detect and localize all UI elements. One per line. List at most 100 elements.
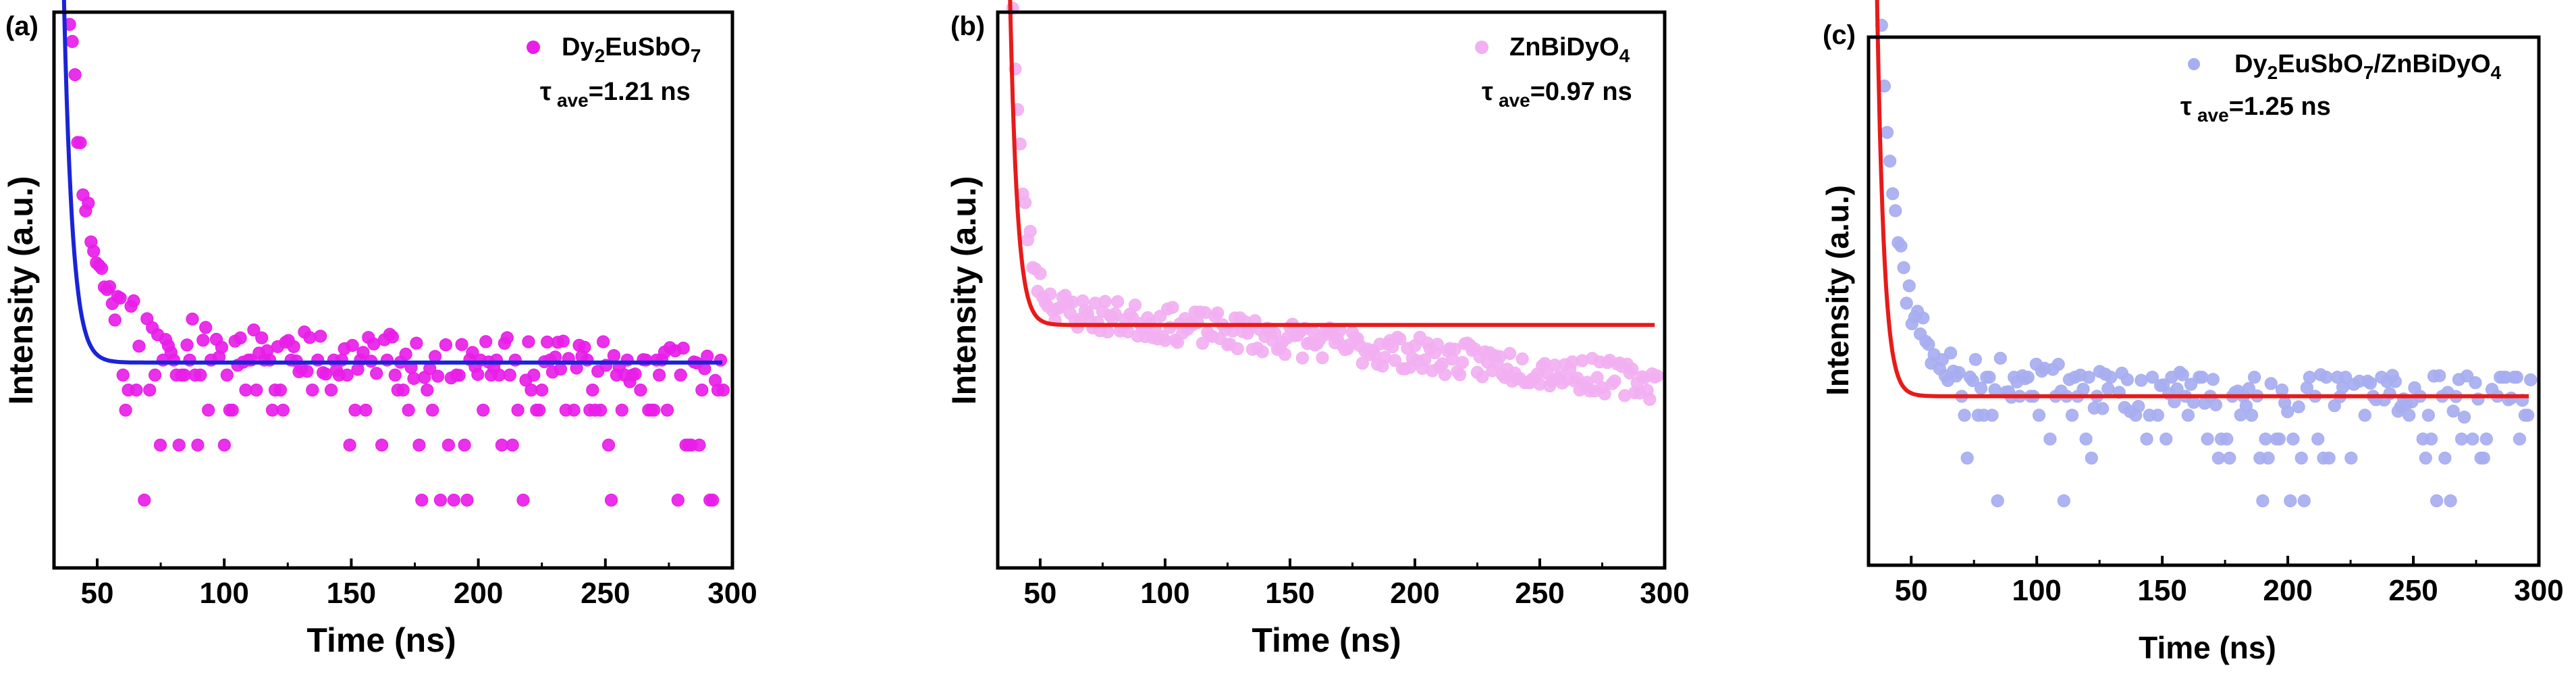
data-point: [479, 335, 493, 348]
data-point: [1958, 409, 1971, 422]
data-point: [65, 34, 79, 49]
data-point: [460, 493, 474, 507]
data-point: [2206, 373, 2220, 386]
data-point: [716, 383, 730, 397]
data-point: [2403, 409, 2416, 422]
data-point: [172, 438, 186, 452]
data-point: [2430, 494, 2444, 508]
data-point: [1993, 351, 2007, 365]
legend-label: Dy2EuSbO7/ZnBiDyO4: [2234, 50, 2502, 83]
data-point: [2051, 357, 2065, 371]
legend-marker: [1475, 41, 1488, 54]
data-point: [2248, 370, 2261, 384]
data-point: [346, 338, 359, 353]
data-point: [2245, 409, 2259, 422]
data-point: [412, 438, 426, 452]
data-point: [527, 368, 541, 382]
data-point: [2344, 451, 2358, 465]
data-point: [2101, 382, 2115, 396]
data-point: [516, 493, 530, 507]
data-point: [1210, 306, 1225, 319]
data-point: [1598, 387, 1611, 400]
data-point: [1900, 296, 1913, 310]
data-point: [634, 383, 647, 397]
data-point: [2311, 432, 2325, 446]
data-point: [2181, 409, 2195, 422]
data-point: [2446, 405, 2460, 418]
panel-a: (a) Intensity (a.u.) Time (ns) 50 100 150 2…: [2, 0, 757, 659]
data-point: [149, 368, 162, 382]
data-point: [191, 438, 205, 452]
data-point: [1430, 338, 1444, 351]
x-tick-label: 100: [2012, 574, 2061, 607]
data-point: [2521, 409, 2535, 422]
data-point: [522, 335, 535, 348]
data-point: [396, 383, 410, 397]
fit-curve: [1875, 0, 2529, 398]
data-point: [2424, 432, 2438, 446]
data-point: [402, 403, 415, 417]
data-point: [2513, 432, 2526, 446]
data-point: [1626, 362, 1639, 376]
data-point: [108, 313, 122, 327]
legend: Dy2EuSbO7 τ ave=1.21 ns: [527, 33, 701, 111]
data-point: [388, 368, 402, 382]
data-point: [1608, 374, 1621, 388]
data-point: [1988, 383, 2002, 396]
data-point: [1256, 345, 1269, 359]
y-axis-title: Intensity (a.u.): [2, 176, 40, 405]
x-tick-label: 150: [1265, 577, 1314, 610]
data-point: [2176, 368, 2189, 382]
data-point: [604, 493, 618, 507]
x-tick-label: 200: [1390, 577, 1439, 610]
data-point: [132, 339, 146, 353]
data-point: [119, 403, 132, 417]
data-point: [2259, 432, 2272, 446]
data-point: [1453, 368, 1467, 382]
data-point: [1388, 354, 1401, 367]
data-point: [2211, 451, 2225, 465]
data-point: [701, 349, 714, 363]
data-point: [2454, 432, 2469, 446]
data-point: [2256, 494, 2270, 508]
data-point: [1268, 327, 1282, 340]
data-point: [103, 280, 116, 293]
data-point: [1023, 225, 1037, 238]
data-point: [2363, 376, 2377, 390]
data-point: [186, 312, 199, 326]
data-point: [359, 403, 373, 417]
x-tick-label: 250: [581, 577, 630, 610]
legend: Dy2EuSbO7/ZnBiDyO4 τ ave=1.25 ns: [2180, 50, 2502, 126]
data-point: [458, 438, 471, 452]
data-point: [431, 369, 445, 383]
data-point: [511, 403, 525, 417]
data-point: [1019, 196, 1032, 209]
data-point: [1515, 352, 1529, 366]
data-point: [2477, 451, 2490, 465]
data-point: [1886, 187, 1900, 201]
x-tick-label: 250: [2388, 574, 2438, 607]
data-point: [2339, 370, 2353, 384]
data-point: [705, 493, 720, 507]
data-point: [1034, 267, 1047, 280]
data-point: [276, 403, 290, 417]
data-point: [2419, 451, 2432, 465]
data-point: [1108, 307, 1122, 321]
data-point: [2132, 400, 2145, 413]
data-point: [2104, 370, 2118, 384]
legend: ZnBiDyO4 τ ave=0.97 ns: [1475, 33, 1632, 111]
data-point: [1968, 353, 1982, 366]
data-point: [2433, 369, 2446, 382]
data-point: [273, 383, 287, 397]
data-point: [143, 383, 157, 397]
x-tick-label: 100: [1140, 577, 1189, 610]
data-point: [2096, 402, 2110, 415]
data-point: [1316, 351, 1329, 365]
data-point: [1503, 346, 1517, 361]
data-point: [2438, 451, 2452, 465]
x-axis-title: Time (ns): [306, 621, 456, 659]
data-point: [1128, 298, 1142, 312]
data-point: [2261, 451, 2275, 465]
data-point: [1985, 409, 1999, 422]
